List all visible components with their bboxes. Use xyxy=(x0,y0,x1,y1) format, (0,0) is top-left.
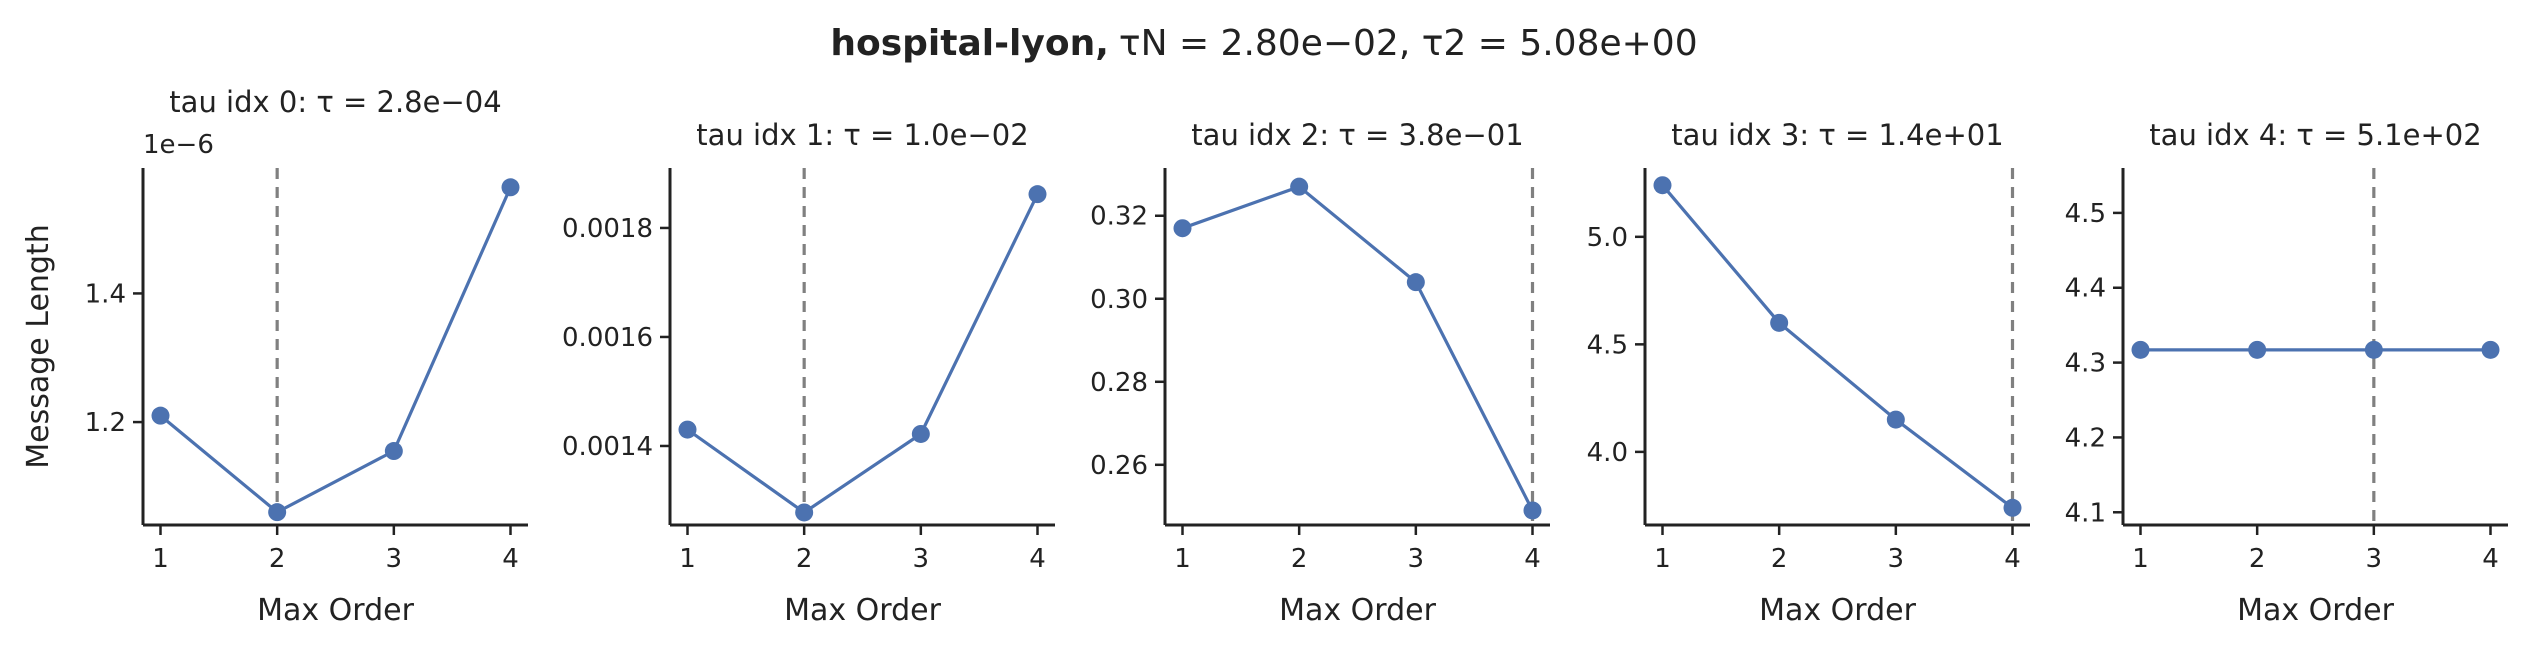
x-tick-label: 3 xyxy=(1888,544,1905,574)
y-tick-label: 4.1 xyxy=(2065,498,2106,528)
data-point xyxy=(2481,340,2500,359)
subplot-4: 1 2 3 4 4.1 4.2 4.3 4.4 4.5 tau idx 4: τ = 5.1e+0… xyxy=(2065,118,2508,628)
x-tick-label: 2 xyxy=(796,544,813,574)
y-tick-label: 4.2 xyxy=(2065,423,2106,453)
data-point xyxy=(1028,185,1047,204)
data-point xyxy=(151,406,170,425)
data-point xyxy=(2003,498,2022,517)
y-tick-label: 1.4 xyxy=(85,279,126,309)
y-tick-label: 4.4 xyxy=(2065,274,2106,304)
data-point xyxy=(2364,340,2383,359)
x-tick-label: 2 xyxy=(269,544,286,574)
data-point xyxy=(1523,501,1542,520)
x-axis-label: Max Order xyxy=(1279,593,1436,628)
figure-title-dataset: hospital-lyon, xyxy=(830,23,1109,64)
subplots: 1 2 3 4 1.2 1.4 1e−6 tau idx 0: τ = 2.8e−04 Max … xyxy=(21,85,2508,628)
y-tick-label: 0.26 xyxy=(1090,451,1148,481)
y-tick-label: 4.3 xyxy=(2065,349,2106,379)
subplot-title: tau idx 3: τ = 1.4e+01 xyxy=(1671,118,2003,152)
x-tick-label: 4 xyxy=(1524,544,1541,574)
data-point xyxy=(268,503,287,522)
x-tick-label: 3 xyxy=(1408,544,1425,574)
x-tick-label: 1 xyxy=(2132,544,2149,574)
data-point xyxy=(2131,340,2150,359)
subplot-0: 1 2 3 4 1.2 1.4 1e−6 tau idx 0: τ = 2.8e−04 Max … xyxy=(21,85,528,628)
x-tick-label: 1 xyxy=(152,544,169,574)
figure-title-params: τN = 2.80e−02, τ2 = 5.08e+00 xyxy=(1119,23,1698,64)
x-tick-label: 4 xyxy=(2482,544,2499,574)
subplot-title: tau idx 2: τ = 3.8e−01 xyxy=(1191,118,1523,152)
data-point xyxy=(1653,176,1672,195)
subplot-2: 1 2 3 4 0.26 0.28 0.30 0.32 tau idx 2: τ = 3.8e−… xyxy=(1090,118,1550,628)
y-tick-label: 4.5 xyxy=(1587,330,1628,360)
x-tick-label: 3 xyxy=(386,544,403,574)
y-tick-label: 5.0 xyxy=(1587,223,1628,253)
y-tick-label: 4.0 xyxy=(1587,438,1628,468)
x-axis-label: Max Order xyxy=(257,593,414,628)
x-axis-label: Max Order xyxy=(1759,593,1916,628)
x-tick-label: 1 xyxy=(1174,544,1191,574)
subplot-title: tau idx 1: τ = 1.0e−02 xyxy=(696,118,1028,152)
data-point xyxy=(501,178,520,197)
subplot-3: 1 2 3 4 4.0 4.5 5.0 tau idx 3: τ = 1.4e+01 Max O… xyxy=(1587,118,2030,628)
y-tick-label: 0.30 xyxy=(1090,285,1148,315)
data-point xyxy=(2248,340,2267,359)
x-tick-label: 3 xyxy=(913,544,930,574)
y-tick-label: 0.0018 xyxy=(562,214,653,244)
series-line xyxy=(1181,184,1534,512)
series-line xyxy=(1661,184,2014,510)
data-point xyxy=(384,442,403,461)
x-tick-label: 4 xyxy=(1029,544,1046,574)
data-point xyxy=(1406,273,1425,292)
x-axis-label: Max Order xyxy=(2237,593,2394,628)
y-axis-label: Message Length xyxy=(21,224,56,469)
x-tick-label: 1 xyxy=(679,544,696,574)
subplot-1: 1 2 3 4 0.0014 0.0016 0.0018 tau idx 1: τ = 1.0… xyxy=(562,118,1055,628)
y-tick-label: 0.28 xyxy=(1090,368,1148,398)
x-tick-label: 4 xyxy=(2004,544,2021,574)
y-tick-label: 1.2 xyxy=(85,408,126,438)
y-tick-label: 0.0016 xyxy=(562,323,653,353)
x-tick-label: 2 xyxy=(2249,544,2266,574)
x-tick-label: 2 xyxy=(1771,544,1788,574)
data-point xyxy=(1290,177,1309,196)
figure-title: hospital-lyon, τN = 2.80e−02, τ2 = 5.08e+… xyxy=(830,23,1697,64)
x-tick-label: 2 xyxy=(1291,544,1308,574)
x-axis-label: Max Order xyxy=(784,593,941,628)
y-tick-label: 0.32 xyxy=(1090,202,1148,232)
series-line xyxy=(686,193,1039,515)
subplot-title: tau idx 4: τ = 5.1e+02 xyxy=(2149,118,2481,152)
y-tick-label: 0.0014 xyxy=(562,432,653,462)
subplot-title: tau idx 0: τ = 2.8e−04 xyxy=(169,85,501,119)
data-point xyxy=(1886,410,1905,429)
data-point xyxy=(1770,313,1789,332)
data-point xyxy=(1173,219,1192,238)
y-tick-label: 4.5 xyxy=(2065,199,2106,229)
data-point xyxy=(795,503,814,522)
x-tick-label: 4 xyxy=(502,544,519,574)
data-point xyxy=(678,420,697,439)
x-tick-label: 1 xyxy=(1654,544,1671,574)
y-offset-label: 1e−6 xyxy=(143,130,214,160)
data-point xyxy=(911,424,930,443)
x-tick-label: 3 xyxy=(2366,544,2383,574)
series-line xyxy=(159,186,512,515)
